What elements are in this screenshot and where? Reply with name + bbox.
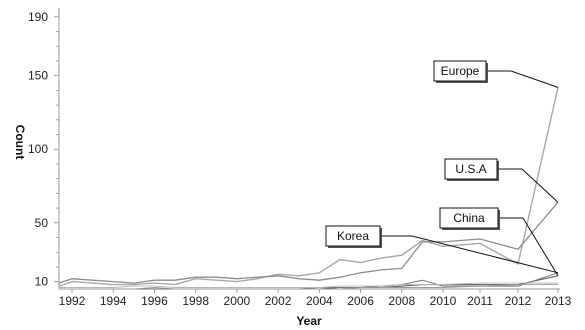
x-tick-label: 1992 [59, 294, 86, 308]
callout-leader-line [498, 217, 559, 277]
x-tick-label: 2010 [430, 294, 457, 308]
series-line-other-5 [59, 284, 558, 290]
callouts: Europe U.S.A China Korea [325, 60, 559, 277]
x-tick-label: 1996 [141, 294, 168, 308]
x-axis-title: Year [296, 314, 322, 328]
series-line-u-s-a [58, 201, 559, 284]
callout-label: U.S.A [455, 162, 486, 176]
callout-china: China [439, 207, 559, 277]
x-tick-label: 2004 [306, 294, 333, 308]
x-tick-label: 1998 [182, 294, 209, 308]
callout-leader-line [486, 70, 559, 88]
y-tick-label: 190 [28, 10, 48, 24]
y-tick-label: 100 [28, 142, 48, 156]
y-axis: 10 50 100 150 190 [28, 8, 60, 289]
callout-box [325, 225, 381, 247]
y-tick-label: 50 [35, 216, 49, 230]
x-tick-label: 2002 [265, 294, 292, 308]
y-tick-label: 10 [35, 275, 49, 289]
callout-box [433, 60, 487, 82]
callout-label: Europe [441, 64, 480, 78]
callout-box [444, 158, 498, 180]
x-tick-label: 2011 [467, 294, 493, 308]
x-tick-label: 2013 [545, 294, 572, 308]
series-line-other-4 [59, 282, 558, 288]
series-line-china [59, 275, 559, 290]
x-tick-label: 2008 [388, 294, 415, 308]
series-line-europe [58, 87, 559, 287]
callout-europe: Europe [433, 60, 559, 88]
x-tick-label: 2012 [505, 294, 532, 308]
x-tick-label: 1994 [100, 294, 127, 308]
callout-korea: Korea [325, 225, 559, 274]
x-tick-label: 2006 [347, 294, 374, 308]
x-tick-label: 2000 [224, 294, 251, 308]
y-tick-label: 150 [28, 69, 48, 83]
callout-leader-line [380, 235, 559, 274]
series-lines [58, 87, 559, 290]
callout-leader-line [497, 168, 559, 203]
callout-label: Korea [337, 229, 369, 243]
y-axis-title: Count [13, 125, 27, 160]
callout-box [439, 207, 499, 229]
callout-u-s-a: U.S.A [444, 158, 559, 203]
callout-label: China [453, 211, 485, 225]
series-line-korea [59, 272, 559, 290]
x-axis: 1992 1994 1996 1998 2000 2002 2004 2006 2008 2010… [59, 288, 572, 308]
